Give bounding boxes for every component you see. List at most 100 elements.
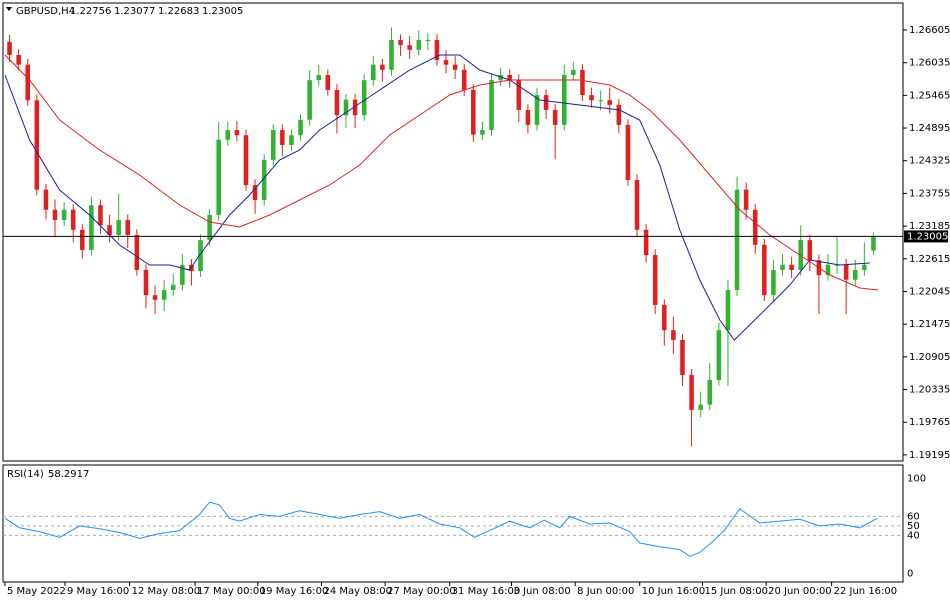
x-tick-label: 9 May 16:00 <box>67 586 129 597</box>
candle-body <box>80 229 85 250</box>
x-tick-label: 3 Jun 08:00 <box>514 586 571 597</box>
candle-body <box>561 75 567 125</box>
x-tick-label: 27 May 00:00 <box>387 586 456 597</box>
candle-body <box>125 220 131 235</box>
candle-body <box>352 99 358 116</box>
rsi-tick-label: 40 <box>907 530 920 541</box>
low-value: 1.22683 <box>158 6 199 17</box>
candle-body <box>434 40 440 61</box>
candle-body <box>752 209 758 245</box>
x-tick-label: 10 Jun 16:00 <box>642 586 706 597</box>
rsi-line <box>4 501 878 557</box>
candle-body <box>743 189 749 210</box>
header: GBPUSD,H4 1.22756 1.23077 1.22683 1.2300… <box>16 6 243 17</box>
open-value: 1.22756 <box>70 6 111 17</box>
candle-body <box>252 185 258 201</box>
candle-body <box>225 130 231 140</box>
candle-body <box>334 89 340 116</box>
candle-body <box>380 64 385 70</box>
y-tick-label: 1.24325 <box>909 156 950 167</box>
candle-body <box>580 69 585 96</box>
high-value: 1.23077 <box>114 6 155 17</box>
candle-body <box>662 304 667 331</box>
candle-body <box>34 100 40 190</box>
candle-body <box>307 80 312 120</box>
candle-body <box>143 269 149 296</box>
candle-body <box>698 404 703 410</box>
candle-body <box>871 236 876 251</box>
candle-body <box>234 130 240 136</box>
moving-average <box>4 54 870 341</box>
candle-body <box>543 95 549 110</box>
y-tick-label: 1.24895 <box>909 123 950 134</box>
x-tick-label: 15 Jun 08:00 <box>704 586 768 597</box>
candle-body <box>825 264 831 276</box>
candle-body <box>207 214 212 241</box>
candle-body <box>461 69 467 90</box>
menu-arrow <box>6 7 12 11</box>
candle-body <box>316 75 322 81</box>
candle-body <box>607 100 613 105</box>
candle-body <box>552 109 558 125</box>
candle-body <box>671 330 676 340</box>
rsi-tick-label: 60 <box>907 511 920 522</box>
candle-body <box>862 264 867 270</box>
candle-body <box>680 339 685 375</box>
symbol: GBPUSD,H4 <box>16 6 75 17</box>
y-tick-label: 1.22045 <box>909 286 950 297</box>
y-tick-label: 1.20335 <box>909 385 950 396</box>
candle-body <box>270 130 276 160</box>
candle-body <box>834 264 840 266</box>
x-tick-label: 31 May 16:00 <box>452 586 521 597</box>
candle-body <box>43 189 49 210</box>
candle-body <box>89 205 94 250</box>
candle-body <box>170 284 176 291</box>
candle-body <box>843 264 849 280</box>
candle-body <box>852 269 858 280</box>
candle-body <box>398 40 403 46</box>
candle-body <box>489 80 494 131</box>
candle-body <box>807 240 813 261</box>
candle-body <box>134 234 140 270</box>
candle-body <box>471 89 476 135</box>
candle-body <box>216 139 221 215</box>
rsi-tick-label: 50 <box>907 521 920 532</box>
candle-body <box>298 119 303 136</box>
candle-body <box>52 209 58 221</box>
candle-body <box>243 135 249 186</box>
candle-body <box>498 75 503 81</box>
candle-body <box>707 380 713 405</box>
price-tag <box>904 230 948 243</box>
candle-body <box>525 109 531 125</box>
close-value: 1.23005 <box>202 6 243 17</box>
candle-body <box>480 130 485 135</box>
candle-body <box>7 41 12 55</box>
candle-body <box>771 269 776 296</box>
candle-body <box>416 40 422 50</box>
candle-body <box>634 179 640 230</box>
y-tick-label: 1.19195 <box>909 450 950 461</box>
rsi-tick-label: 0 <box>907 568 913 579</box>
candle-body <box>443 60 449 65</box>
candle-body <box>261 159 267 201</box>
candle-body <box>725 290 731 331</box>
candle-body <box>161 290 167 300</box>
candle-body <box>616 104 622 125</box>
candle-body <box>152 295 158 300</box>
x-tick-label: 17 May 00:00 <box>197 586 266 597</box>
candle-body <box>61 209 67 221</box>
candle-body <box>452 64 458 70</box>
candle-body <box>516 80 522 110</box>
candle-body <box>198 240 203 272</box>
x-tick-label: 8 Jun 00:00 <box>577 586 634 597</box>
candle-body <box>25 64 31 101</box>
candle-body <box>716 330 722 381</box>
y-tick-label: 1.20905 <box>909 352 950 363</box>
candle-body <box>598 100 603 102</box>
candle-body <box>762 244 767 296</box>
x-tick-label: 24 May 08:00 <box>323 586 392 597</box>
candle-body <box>325 75 331 90</box>
y-tick-label: 1.26605 <box>909 25 950 36</box>
y-tick-label: 1.19765 <box>909 417 950 428</box>
